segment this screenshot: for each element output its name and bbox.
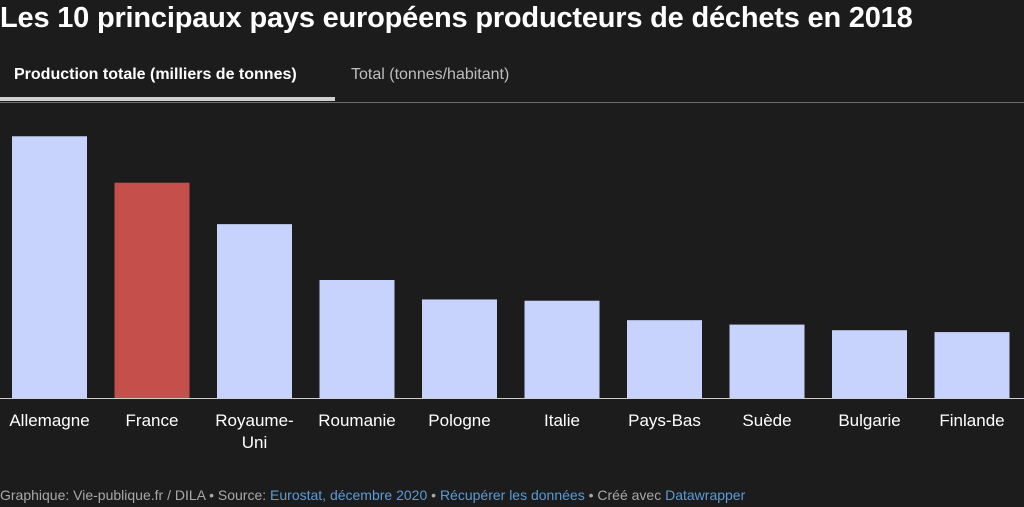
- x-tick-label: Italie: [544, 411, 580, 430]
- active-tab-indicator: [0, 97, 335, 101]
- bar-france[interactable]: [114, 182, 190, 398]
- footer-credit: Graphique: Vie-publique.fr / DILA • Sour…: [0, 487, 271, 503]
- tab-total-par-habitant[interactable]: Total (tonnes/habitant): [351, 66, 510, 83]
- bar-bulgarie[interactable]: [832, 330, 907, 398]
- x-tick-label: Suède: [742, 411, 791, 430]
- bar-chart: Allemagne France Royaume-Uni Roumanie Pologn…: [0, 136, 1024, 452]
- bar-royaume-uni[interactable]: [217, 224, 292, 398]
- x-tick-label: Roumanie: [318, 411, 396, 430]
- tab-production-totale[interactable]: Production totale (milliers de tonnes): [14, 66, 297, 83]
- x-tick-label: Allemagne: [9, 411, 89, 430]
- bar-pays-bas[interactable]: [627, 320, 702, 398]
- bar-suède[interactable]: [729, 324, 805, 398]
- bar-roumanie[interactable]: [319, 280, 395, 398]
- footer-separator: •: [427, 487, 440, 503]
- bar-finlande[interactable]: [934, 332, 1010, 398]
- chart-title: Les 10 principaux pays européens product…: [0, 2, 913, 34]
- datawrapper-link[interactable]: Datawrapper: [665, 487, 746, 503]
- footer-created-with: • Créé avec: [584, 487, 666, 503]
- x-tick-label: France: [126, 411, 179, 430]
- x-tick-label: Finlande: [939, 411, 1004, 430]
- x-tick-label: Bulgarie: [838, 411, 900, 430]
- bar-italie[interactable]: [524, 300, 600, 398]
- download-data-link[interactable]: Récupérer les données: [439, 487, 585, 503]
- footer: Graphique: Vie-publique.fr / DILA • Sour…: [0, 487, 1024, 503]
- x-tick-label: Pays-Bas: [628, 411, 701, 430]
- tab-bar: Production totale (milliers de tonnes) T…: [0, 56, 1024, 103]
- x-tick-label: Pologne: [428, 411, 490, 430]
- x-tick-label: Royaume-Uni: [215, 411, 293, 452]
- bar-pologne[interactable]: [422, 299, 497, 398]
- bar-allemagne[interactable]: [12, 136, 87, 398]
- source-link[interactable]: Eurostat, décembre 2020: [270, 487, 428, 503]
